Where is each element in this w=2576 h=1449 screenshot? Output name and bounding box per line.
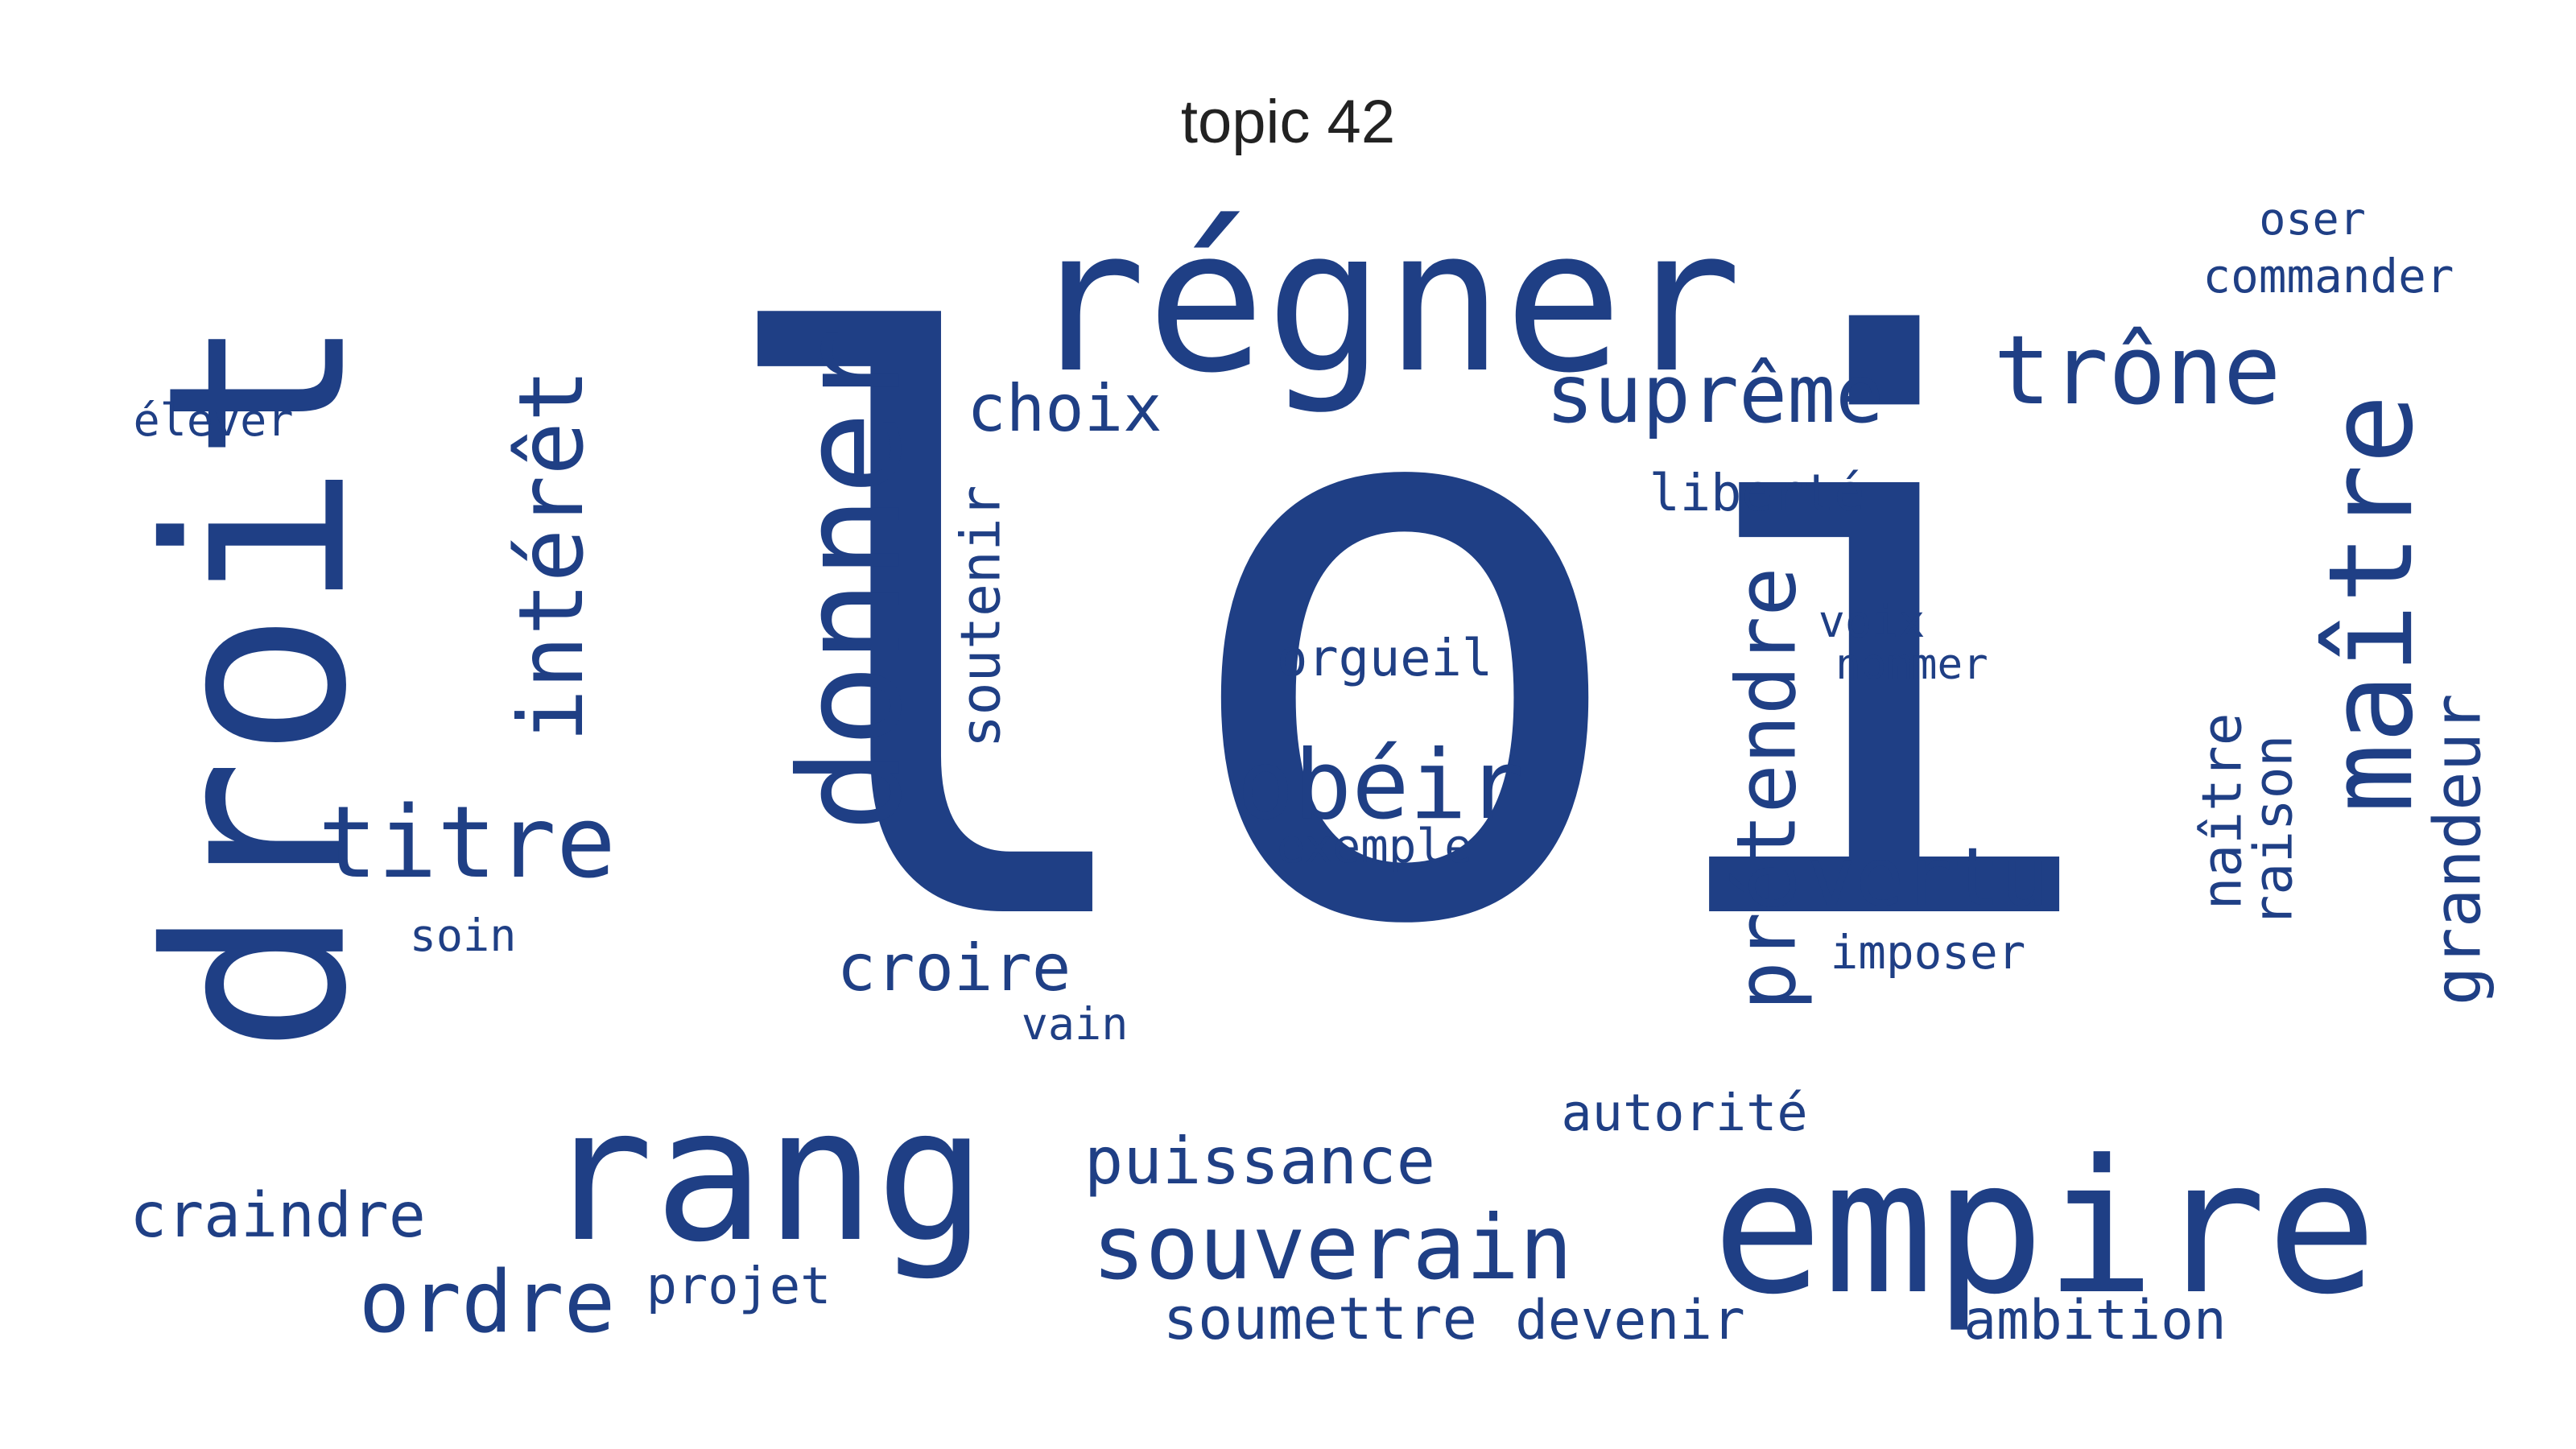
word-elever: élever [133, 394, 294, 446]
word-naitre: naître [2190, 712, 2254, 910]
chart-title: topic 42 [1180, 88, 1396, 156]
word-grandeur: grandeur [2419, 693, 2496, 1005]
word-exemple: exemple [1277, 819, 1472, 874]
word-croire: croire [836, 930, 1071, 1006]
word-obeir: obéir [1236, 729, 1525, 840]
word-liberte: liberté [1649, 462, 1865, 522]
word-titre: titre [318, 785, 616, 901]
word-voix: voix [1818, 596, 1926, 647]
word-maitre: maître [2302, 394, 2438, 814]
word-pretendre: prétendre [1719, 567, 1814, 1011]
word-craindre: craindre [130, 1179, 426, 1251]
word-raison: raison [2241, 735, 2304, 927]
word-soumettre: soumettre [1162, 1284, 1477, 1352]
word-supreme: suprême [1546, 347, 1885, 442]
word-souverain: souverain [1092, 1195, 1573, 1299]
word-oser: oser [2259, 193, 2366, 245]
word-devenir: devenir [1515, 1288, 1745, 1352]
word-trone: trône [1993, 314, 2281, 426]
word-choix: choix [967, 370, 1162, 447]
word-soin: soin [409, 910, 517, 961]
word-donner: donner [769, 327, 932, 832]
word-vain: vain [1021, 998, 1129, 1050]
word-puissance: puissance [1084, 1123, 1436, 1199]
word-loi: loi [696, 182, 2114, 1096]
word-interet: intérêt [499, 368, 603, 743]
word-orgueil: orgueil [1277, 627, 1493, 687]
word-empire: empire [1711, 1120, 2378, 1335]
word-soutenir: soutenir [948, 485, 1013, 748]
word-regner: régner [1027, 186, 1742, 417]
word-vertu: vertu [1807, 830, 2050, 925]
word-projet: projet [646, 1255, 832, 1315]
word-nommer: nommer [1835, 639, 1988, 689]
word-ordre: ordre [358, 1252, 616, 1352]
word-imposer: imposer [1830, 926, 2026, 980]
word-rang: rang [543, 1067, 987, 1282]
word-autorite: autorité [1561, 1082, 1808, 1142]
word-commander: commander [2202, 250, 2454, 304]
word-ambition: ambition [1963, 1288, 2227, 1352]
